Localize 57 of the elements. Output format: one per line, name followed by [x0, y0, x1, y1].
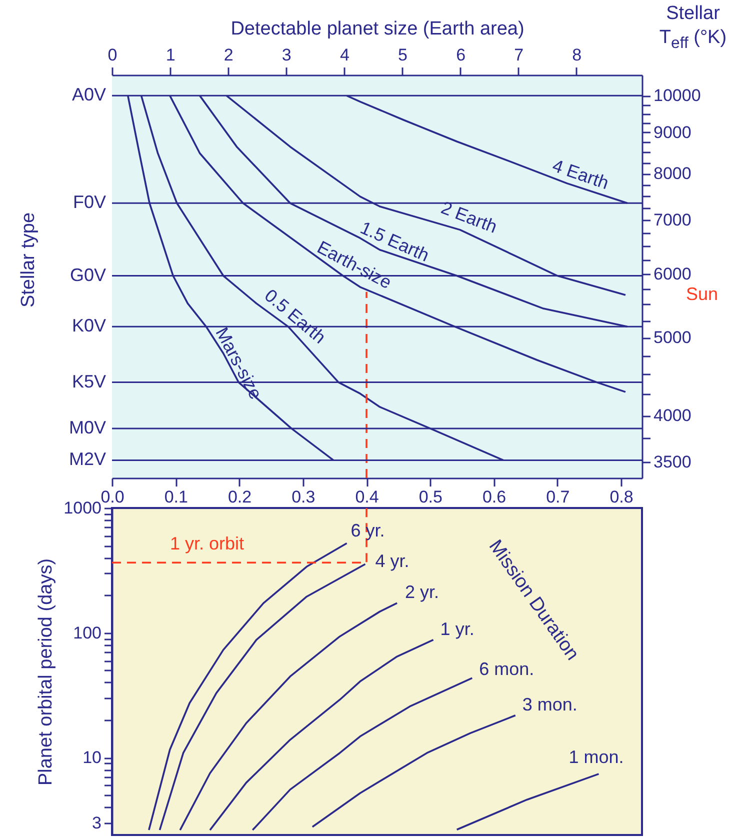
y-tick-label: 8000	[654, 164, 692, 184]
y-tick-label: 100	[73, 623, 102, 642]
line-series	[158, 563, 366, 831]
x2-axis-title: Detectable planet size (Earth area)	[230, 18, 524, 40]
text: 4 Earth	[550, 155, 612, 194]
series-label: 2 yr.	[405, 582, 440, 602]
ref-line-label: K0V	[72, 316, 106, 336]
series-label: 4 yr.	[375, 551, 410, 572]
line-series	[209, 638, 434, 831]
x-tick-label: 0.4	[355, 488, 379, 506]
x2-tick-label: 1	[166, 46, 176, 64]
x-tick-label: 0.1	[164, 488, 188, 506]
x-tick-label: 0.3	[292, 488, 316, 506]
x2-tick-label: 8	[572, 46, 582, 64]
line-series	[252, 677, 474, 831]
text: Stellar type	[18, 212, 39, 308]
y-tick-label: 9000	[654, 122, 692, 142]
text: Sun	[686, 284, 718, 304]
x-tick-label: 0.7	[546, 488, 570, 506]
line-series	[179, 602, 398, 831]
series-label: 1 yr. orbit	[170, 534, 244, 554]
x2-tick-label: 4	[340, 46, 350, 64]
x2-tick-label: 3	[282, 46, 292, 64]
x2-tick-label: 2	[224, 46, 234, 64]
y-tick-label: 10000	[654, 86, 701, 106]
y-tick-label: 3500	[654, 452, 692, 472]
x-tick-label: 0.8	[610, 488, 634, 506]
ref-line-label: K5V	[72, 371, 106, 392]
ref-line-label: F0V	[72, 192, 106, 212]
series-label: 1 yr.	[440, 618, 474, 639]
y-axis-title: Planet orbital period (days)	[36, 558, 57, 786]
ref-line-label: G0V	[70, 264, 106, 285]
line-series	[312, 714, 516, 828]
x-tick-label: 0.6	[482, 488, 506, 506]
y-tick-label: 1000	[64, 498, 102, 518]
series-label: 3 mon.	[522, 694, 578, 714]
x2-tick-label: 5	[398, 46, 408, 64]
x-tick-label: 0.0	[100, 488, 124, 506]
ref-line-label: A0V	[72, 84, 106, 105]
y-tick-label: 5000	[654, 328, 692, 348]
y-tick-label: 3	[92, 813, 102, 832]
ref-line-label: M0V	[68, 417, 106, 438]
x2-tick-label: 7	[514, 46, 524, 64]
y-axis-title: Stellar T$_{eff}$ (°K)	[658, 2, 728, 54]
y-tick-label: 6000	[654, 264, 692, 284]
text: 1.5 Earth	[357, 217, 432, 266]
series-label: 1 mon.	[568, 746, 624, 767]
x-tick-label: 0.2	[228, 488, 252, 506]
ref-line-label: M2V	[68, 449, 106, 470]
x-tick-label: 0.5	[418, 488, 442, 506]
y-tick-label: 7000	[654, 210, 692, 230]
y-tick-label: 4000	[654, 406, 692, 426]
y-tick-label: 10	[82, 748, 102, 768]
series-label: 6 yr.	[350, 520, 385, 540]
x2-tick-label: 6	[456, 46, 466, 64]
series-label: 6 mon.	[479, 659, 534, 680]
x2-tick-label: 0	[108, 46, 118, 64]
